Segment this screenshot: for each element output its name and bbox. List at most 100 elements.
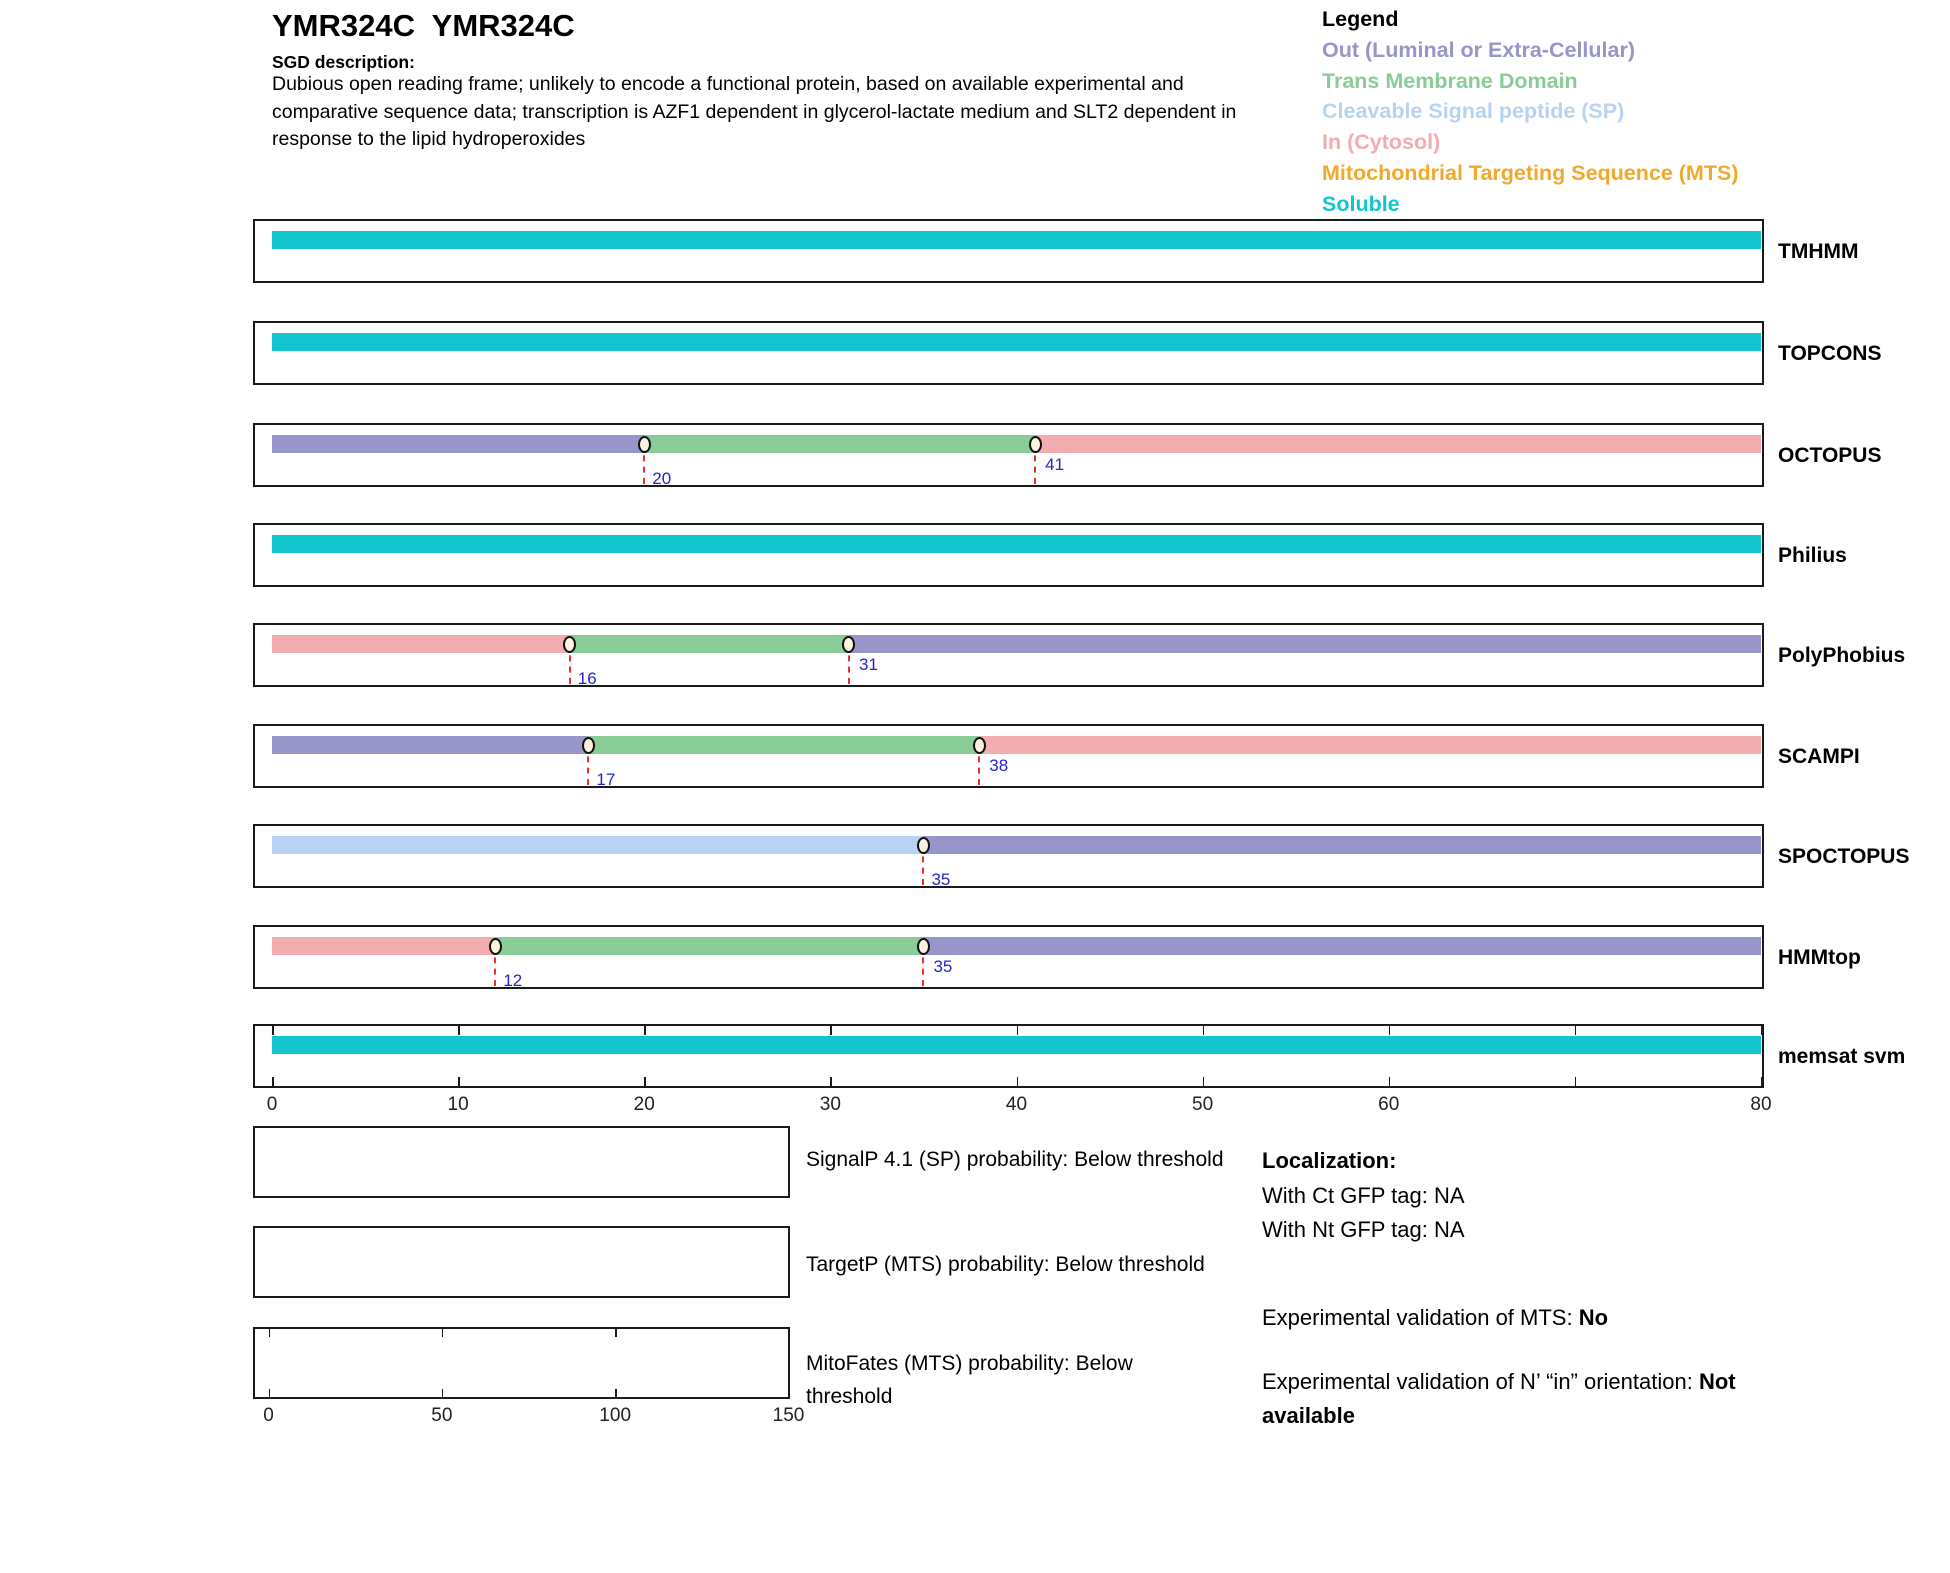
track-label: memsat svm — [1778, 1045, 1906, 1068]
axis-tick — [1016, 1026, 1019, 1035]
axis-tick — [441, 1389, 444, 1397]
segment-in — [1035, 435, 1761, 453]
x-axis-tick-label: 40 — [1005, 1094, 1028, 1115]
marker-value: 31 — [858, 655, 878, 674]
x-axis-tick-label: 60 — [1378, 1094, 1400, 1115]
segment-soluble — [272, 231, 1761, 249]
segment-in — [272, 937, 496, 955]
orientation-validation-value: Not available — [1262, 1369, 1736, 1428]
boundary-dashed-line — [922, 845, 925, 885]
targetp-probability-label: TargetP (MTS) probability: Below thresho… — [806, 1253, 1205, 1276]
sgd-description-label: SGD description: — [272, 52, 415, 72]
marker-value: 16 — [577, 669, 597, 688]
segment-tm — [644, 435, 1036, 453]
axis-tick — [1202, 1077, 1205, 1086]
axis-tick — [788, 1389, 791, 1397]
segment-soluble — [272, 333, 1761, 351]
axis-tick — [830, 1026, 832, 1035]
axis-tick — [1574, 1077, 1577, 1086]
axis-tick — [441, 1329, 444, 1337]
x-axis-tick-label: 20 — [633, 1094, 655, 1115]
track-label: TMHMM — [1778, 240, 1859, 263]
track-box — [253, 925, 1764, 989]
track-box — [253, 423, 1764, 487]
segment-out — [848, 635, 1761, 653]
mini-axis-tick-label: 150 — [772, 1405, 805, 1426]
boundary-marker — [637, 435, 651, 453]
orientation-validation-text: Experimental validation of N’ “in” orien… — [1262, 1369, 1699, 1394]
track-box — [253, 724, 1764, 788]
legend: Legend Out (Luminal or Extra-Cellular) Tr… — [1322, 4, 1738, 220]
boundary-dashed-line — [847, 644, 850, 684]
boundary-dashed-line — [1034, 444, 1037, 484]
axis-tick — [1202, 1026, 1205, 1035]
marker-value: 38 — [989, 756, 1009, 775]
boundary-marker — [488, 937, 502, 955]
segment-in — [979, 736, 1761, 754]
legend-item-tm: Trans Membrane Domain — [1322, 68, 1578, 93]
boundary-marker — [842, 635, 856, 653]
orientation-validation-line: Experimental validation of N’ “in” orien… — [1262, 1365, 1752, 1433]
track-label: SPOCTOPUS — [1778, 845, 1910, 868]
boundary-dashed-line — [643, 444, 646, 484]
legend-title: Legend — [1322, 7, 1399, 31]
boundary-marker — [916, 937, 930, 955]
probability-plot-box — [253, 1327, 790, 1399]
axis-tick — [268, 1329, 271, 1337]
axis-tick — [458, 1026, 460, 1035]
boundary-dashed-line — [494, 946, 497, 986]
axis-tick — [272, 1026, 274, 1035]
boundary-dashed-line — [587, 745, 590, 785]
segment-out — [923, 836, 1761, 854]
track-box — [253, 623, 1764, 687]
axis-tick — [1388, 1077, 1391, 1086]
segment-soluble — [272, 1036, 1761, 1054]
track-label: Philius — [1778, 544, 1847, 567]
mts-validation-value: No — [1578, 1305, 1609, 1330]
track-label: TOPCONS — [1778, 342, 1882, 365]
axis-tick — [615, 1329, 617, 1337]
segment-out — [272, 736, 589, 754]
segment-tm — [495, 937, 924, 955]
mitofates-probability-label: MitoFates (MTS) probability: Below thres… — [806, 1352, 1133, 1408]
x-axis-tick-label: 0 — [266, 1094, 278, 1115]
axis-tick — [1388, 1026, 1391, 1035]
axis-tick — [644, 1026, 646, 1035]
track-box — [253, 523, 1764, 587]
track-label: PolyPhobius — [1778, 644, 1906, 667]
track-label: HMMtop — [1778, 946, 1861, 969]
axis-tick — [1574, 1026, 1577, 1035]
marker-value: 12 — [503, 971, 523, 990]
segment-in — [272, 635, 570, 653]
track-box — [253, 321, 1764, 385]
sgd-description-text: Dubious open reading frame; unlikely to … — [272, 73, 1237, 150]
marker-value: 20 — [652, 469, 672, 488]
segment-tm — [569, 635, 849, 653]
segment-sp — [272, 836, 924, 854]
marker-value: 35 — [931, 870, 951, 889]
mini-axis-tick-label: 0 — [263, 1405, 274, 1426]
boundary-dashed-line — [922, 946, 925, 986]
marker-value: 41 — [1045, 455, 1065, 474]
legend-item-mts: Mitochondrial Targeting Sequence (MTS) — [1322, 160, 1739, 185]
mini-axis-tick-label: 100 — [599, 1405, 632, 1426]
boundary-marker — [916, 836, 930, 854]
track-box — [253, 219, 1764, 283]
mini-axis-tick-label: 50 — [431, 1405, 453, 1426]
boundary-marker — [563, 635, 577, 653]
mts-validation-line: Experimental validation of MTS: No — [1262, 1305, 1608, 1331]
page-title: YMR324C YMR324C — [272, 8, 575, 43]
axis-tick — [272, 1077, 274, 1086]
legend-item-in: In (Cytosol) — [1322, 130, 1441, 155]
axis-tick — [1761, 1077, 1763, 1086]
axis-tick — [1016, 1077, 1019, 1086]
x-axis-tick-label: 30 — [819, 1094, 841, 1115]
track-box — [253, 824, 1764, 888]
mts-validation-text: Experimental validation of MTS: — [1262, 1305, 1579, 1330]
boundary-marker — [972, 736, 986, 754]
segment-out — [923, 937, 1761, 955]
boundary-marker — [581, 736, 595, 754]
legend-items: Out (Luminal or Extra-Cellular) Trans Mem… — [1322, 35, 1738, 220]
localization-title: Localization: — [1262, 1148, 1397, 1173]
